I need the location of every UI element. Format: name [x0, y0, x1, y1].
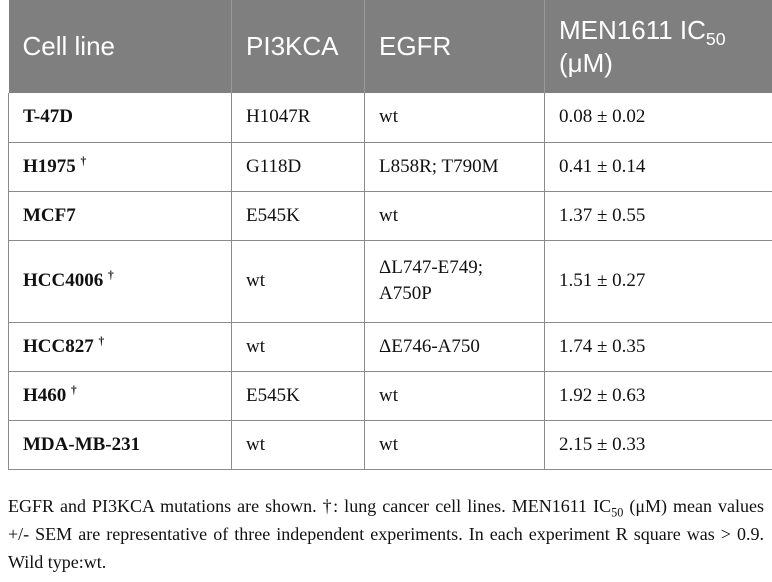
table-row: MDA-MB-231 wt wt 2.15 ± 0.33 [8, 420, 772, 470]
header-cell-line: Cell line [8, 0, 232, 93]
footnote-text-1: EGFR and PI3KCA mutations are shown. †: … [8, 496, 612, 516]
lung-cancer-dagger: † [71, 384, 77, 397]
cell-line-name: MCF7 [8, 191, 232, 241]
ic50-value: 0.41 ± 0.14 [544, 142, 772, 192]
ic50-value: 0.08 ± 0.02 [544, 93, 772, 143]
egfr-value: wt [364, 93, 545, 143]
table-row: H1975 † G118D L858R; T790M 0.41 ± 0.14 [8, 142, 772, 192]
cell-line-name: H460 † [8, 371, 232, 421]
egfr-value: wt [364, 371, 545, 421]
table-row: H460 † E545K wt 1.92 ± 0.63 [8, 371, 772, 421]
pi3kca-value: wt [231, 240, 365, 323]
ic50-value: 2.15 ± 0.33 [544, 420, 772, 470]
pi3kca-value: wt [231, 322, 365, 372]
header-ic50-subscript: 50 [705, 29, 726, 50]
cell-line-name: H1975 † [8, 142, 232, 192]
table-row: HCC4006 † wt ΔL747-E749; A750P 1.51 ± 0.2… [8, 240, 772, 323]
pi3kca-value: wt [231, 420, 365, 470]
table-row: T-47D H1047R wt 0.08 ± 0.02 [8, 93, 772, 143]
ic50-table: Cell line PI3KCA EGFR MEN1611 IC50 (μM) T… [8, 0, 772, 470]
egfr-value: wt [364, 191, 545, 241]
cell-line-name: HCC4006 † [8, 240, 232, 323]
lung-cancer-dagger: † [98, 335, 105, 348]
header-pi3kca: PI3KCA [231, 0, 365, 93]
table-row: MCF7 E545K wt 1.37 ± 0.55 [8, 191, 772, 241]
table-header-row: Cell line PI3KCA EGFR MEN1611 IC50 (μM) [8, 0, 772, 93]
cell-line-name: MDA-MB-231 [8, 420, 232, 470]
pi3kca-value: E545K [231, 371, 365, 421]
egfr-value: ΔE746-A750 [364, 322, 545, 372]
pi3kca-value: E545K [231, 191, 365, 241]
header-egfr: EGFR [364, 0, 545, 93]
egfr-value: wt [364, 420, 545, 470]
egfr-value: L858R; T790M [364, 142, 545, 192]
footnote-text-2: (μM) mean values +/- SEM are representat… [8, 496, 764, 572]
ic50-table-container: Cell line PI3KCA EGFR MEN1611 IC50 (μM) T… [8, 0, 772, 470]
table-row: HCC827 † wt ΔE746-A750 1.74 ± 0.35 [8, 322, 772, 372]
header-ic50: MEN1611 IC50 (μM) [545, 0, 772, 93]
egfr-value: ΔL747-E749; A750P [364, 240, 545, 323]
lung-cancer-dagger: † [107, 269, 114, 282]
lung-cancer-dagger: † [80, 155, 87, 168]
table-footnote: EGFR and PI3KCA mutations are shown. †: … [8, 492, 764, 576]
pi3kca-value: H1047R [231, 93, 365, 143]
header-ic50-unit: (μM) [559, 47, 613, 78]
header-ic50-prefix: MEN1611 IC [559, 15, 706, 45]
pi3kca-value: G118D [231, 142, 365, 192]
footnote-subscript: 50 [611, 505, 624, 520]
ic50-value: 1.37 ± 0.55 [544, 191, 772, 241]
ic50-value: 1.92 ± 0.63 [544, 371, 772, 421]
ic50-value: 1.74 ± 0.35 [544, 322, 772, 372]
cell-line-name: T-47D [8, 93, 232, 143]
cell-line-name: HCC827 † [8, 322, 232, 372]
ic50-value: 1.51 ± 0.27 [544, 240, 772, 323]
